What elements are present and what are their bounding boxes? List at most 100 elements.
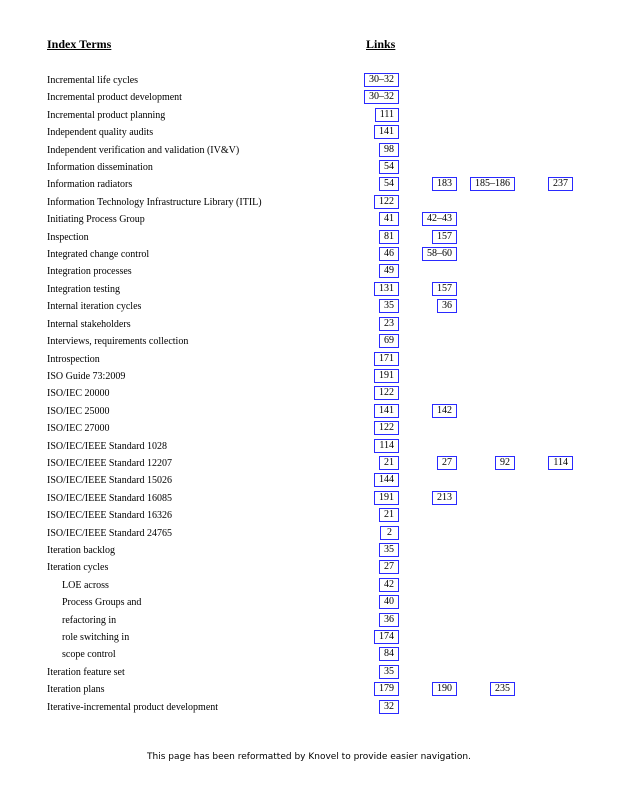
- page-link[interactable]: 122: [374, 421, 399, 436]
- link-column: 235: [457, 682, 515, 697]
- page-link[interactable]: 40: [379, 595, 399, 610]
- link-column: 157: [399, 281, 457, 297]
- page-link[interactable]: 141: [374, 403, 399, 418]
- link-column: 183: [399, 177, 457, 192]
- page-link[interactable]: 191: [374, 490, 399, 505]
- page-link[interactable]: 84: [379, 647, 399, 662]
- link-column: 191: [341, 490, 399, 506]
- index-row: Process Groups and 40: [0, 595, 618, 612]
- page-link[interactable]: 171: [374, 351, 399, 366]
- index-term: ISO/IEC 20000: [47, 388, 110, 400]
- index-term: ISO/IEC 27000: [47, 423, 110, 435]
- index-row: ISO/IEC/IEEE Standard 1028 114: [0, 438, 618, 456]
- index-row: Internal stakeholders 23: [0, 316, 618, 334]
- page-link[interactable]: 179: [374, 682, 399, 697]
- link-column: 84: [341, 647, 399, 662]
- index-term: Information dissemination: [47, 162, 153, 174]
- page-link[interactable]: 190: [432, 682, 457, 697]
- page-link[interactable]: 2: [380, 525, 399, 540]
- link-column: 27: [341, 560, 399, 575]
- page-link[interactable]: 191: [374, 368, 399, 383]
- page-link[interactable]: 32: [379, 699, 399, 714]
- page-link[interactable]: 23: [379, 316, 399, 331]
- link-column: 144: [341, 473, 399, 488]
- index-term: Internal iteration cycles: [47, 301, 142, 313]
- link-column: 191: [341, 368, 399, 384]
- index-term: Integrated change control: [47, 249, 150, 261]
- page-link[interactable]: 81: [379, 229, 399, 244]
- page-link[interactable]: 27: [437, 455, 457, 470]
- page-link[interactable]: 54: [379, 177, 399, 192]
- index-term: Introspection: [47, 353, 100, 365]
- page-link[interactable]: 213: [432, 490, 457, 505]
- page-link[interactable]: 122: [374, 194, 399, 209]
- page-link[interactable]: 58–60: [422, 247, 457, 262]
- page-link[interactable]: 114: [548, 455, 573, 470]
- index-row: ISO/IEC/IEEE Standard 12207 21 27 92 114: [0, 455, 618, 473]
- page-link[interactable]: 142: [432, 403, 457, 418]
- page-link[interactable]: 27: [379, 560, 399, 575]
- page-link[interactable]: 69: [379, 334, 399, 349]
- link-column: 237: [515, 177, 573, 192]
- page-link[interactable]: 131: [374, 281, 399, 296]
- page-link[interactable]: 235: [490, 682, 515, 697]
- link-column: 21: [341, 455, 399, 471]
- page-link[interactable]: 157: [432, 229, 457, 244]
- index-term: Integration processes: [47, 266, 132, 278]
- link-column: 114: [515, 455, 573, 471]
- page-link[interactable]: 111: [374, 107, 399, 122]
- index-term: Independent quality audits: [47, 127, 154, 139]
- index-term: Process Groups and: [62, 597, 142, 609]
- page-link[interactable]: 30–32: [364, 90, 399, 105]
- link-column: 30–32: [341, 73, 399, 88]
- page-link[interactable]: 174: [374, 630, 399, 644]
- page-link[interactable]: 183: [432, 177, 457, 192]
- index-term: LOE across: [62, 579, 109, 591]
- link-column: 49: [341, 264, 399, 279]
- page-link[interactable]: 35: [379, 664, 399, 679]
- index-row: Iterative-incremental product developmen…: [0, 699, 618, 717]
- page-link[interactable]: 21: [379, 508, 399, 523]
- page-link[interactable]: 35: [379, 542, 399, 557]
- page-link[interactable]: 42: [379, 577, 399, 592]
- page-link[interactable]: 36: [437, 299, 457, 314]
- page-link[interactable]: 92: [495, 455, 515, 470]
- page-link[interactable]: 185–186: [470, 177, 515, 192]
- index-row: Integration testing 131 157: [0, 281, 618, 299]
- index-row: Initiating Process Group 41 42–43: [0, 212, 618, 229]
- page-link[interactable]: 42–43: [422, 212, 457, 227]
- page-link[interactable]: 35: [379, 299, 399, 314]
- index-row: Incremental product planning 111: [0, 107, 618, 125]
- page-link[interactable]: 49: [379, 264, 399, 279]
- index-term: ISO/IEC/IEEE Standard 16326: [47, 510, 172, 522]
- page-link[interactable]: 157: [432, 281, 457, 296]
- page-link[interactable]: 41: [379, 212, 399, 227]
- index-row: Interviews, requirements collection 69: [0, 334, 618, 351]
- index-term: ISO/IEC/IEEE Standard 24765: [47, 527, 172, 539]
- page-link[interactable]: 30–32: [364, 73, 399, 87]
- page-link[interactable]: 46: [379, 247, 399, 262]
- index-term: Iteration cycles: [47, 562, 109, 574]
- index-term: Incremental product planning: [47, 109, 166, 121]
- page-link[interactable]: 21: [379, 455, 399, 470]
- page-link[interactable]: 54: [379, 160, 399, 175]
- link-column: 35: [341, 542, 399, 558]
- index-term: role switching in: [62, 632, 130, 643]
- page-link[interactable]: 98: [379, 142, 399, 157]
- page-link[interactable]: 237: [548, 177, 573, 192]
- page-link[interactable]: 114: [374, 438, 399, 453]
- page-link[interactable]: 122: [374, 386, 399, 401]
- index-term: Initiating Process Group: [47, 214, 145, 226]
- page-link[interactable]: 144: [374, 473, 399, 488]
- index-row: ISO/IEC/IEEE Standard 16085 191 213: [0, 490, 618, 508]
- index-term: scope control: [62, 649, 116, 661]
- index-row: Information radiators 54 183 185–186 237: [0, 177, 618, 194]
- index-row: Iteration feature set 35: [0, 664, 618, 682]
- link-column: 141: [341, 125, 399, 140]
- page-link[interactable]: 141: [374, 125, 399, 140]
- index-row: Iteration plans 179 190 235: [0, 682, 618, 699]
- page-link[interactable]: 36: [379, 612, 399, 627]
- link-column: 141: [341, 403, 399, 419]
- link-column: 122: [341, 386, 399, 401]
